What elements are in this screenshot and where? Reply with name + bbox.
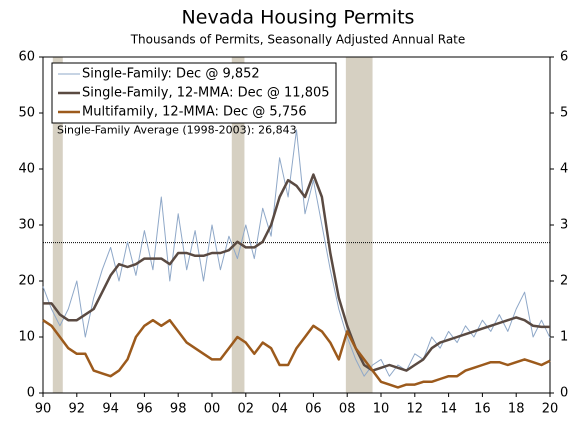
x-tick-label: 04 [271,402,288,417]
average-label: Single-Family Average (1998-2003): 26,84… [57,124,297,137]
y2-tick-label: 3 [560,218,568,233]
x-tick-label: 92 [69,402,86,417]
x-tick-label: 10 [373,402,390,417]
x-tick-label: 06 [305,402,322,417]
y2-tick-label: 6 [560,50,568,65]
y-tick-label: 10 [18,330,35,345]
series-line [42,129,551,377]
y2-tick-label: 2 [560,274,568,289]
series-line [42,318,551,389]
recession-band [52,57,63,393]
y-tick-label: 50 [18,106,35,121]
recession-band [231,57,245,393]
y2-tick-label: 4 [560,162,568,177]
series-line [43,173,550,372]
y-tick-label: 60 [18,50,35,65]
y-tick-label: 40 [18,162,35,177]
x-tick-label: 98 [170,402,187,417]
y2-tick-label: 5 [560,106,568,121]
x-tick-label: 02 [238,402,255,417]
x-tick-label: 12 [407,402,424,417]
y-tick-label: 0 [27,386,35,401]
legend-label: Single-Family: Dec @ 9,852 [82,67,260,82]
x-tick-label: 18 [508,402,525,417]
y-tick-label: 20 [18,274,35,289]
x-tick-label: 08 [339,402,356,417]
x-tick-label: 94 [102,402,119,417]
x-tick-label: 00 [204,402,221,417]
legend-label: Single-Family, 12-MMA: Dec @ 11,805 [82,86,330,101]
y-tick-label: 30 [18,218,35,233]
x-tick-label: 96 [136,402,153,417]
x-tick-label: 16 [474,402,491,417]
legend-label: Multifamily, 12-MMA: Dec @ 5,756 [82,105,307,120]
chart-subtitle: Thousands of Permits, Seasonally Adjuste… [130,33,466,47]
legend-box [51,62,337,124]
y2-tick-label: 0 [560,386,568,401]
x-tick-label: 90 [35,402,52,417]
x-tick-label: 20 [542,402,559,417]
x-tick-label: 14 [440,402,457,417]
y2-tick-label: 1 [560,330,568,345]
chart-title: Nevada Housing Permits [182,7,415,29]
